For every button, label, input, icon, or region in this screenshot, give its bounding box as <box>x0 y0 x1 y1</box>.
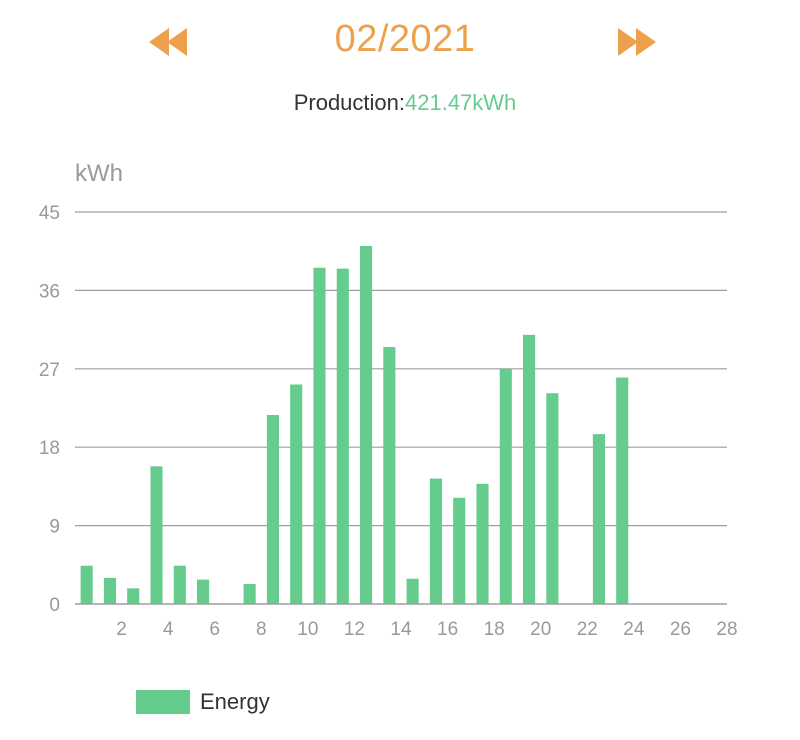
bar-day-16 <box>429 478 442 604</box>
bar-day-11 <box>313 267 326 604</box>
next-month-button[interactable] <box>612 24 664 60</box>
x-tick-label-8: 8 <box>256 619 267 640</box>
x-tick-label-22: 22 <box>577 619 598 640</box>
bar-day-5 <box>173 565 186 604</box>
x-tick-label-10: 10 <box>297 619 318 640</box>
bar-day-1 <box>80 565 93 604</box>
bar-day-2 <box>103 577 116 604</box>
x-tick-label-16: 16 <box>437 619 458 640</box>
bar-day-8 <box>243 583 256 604</box>
y-tick-label-0: 0 <box>49 595 60 616</box>
bar-day-18 <box>476 483 489 604</box>
bar-day-14 <box>383 347 396 604</box>
bar-day-20 <box>523 334 536 604</box>
y-tick-label-45: 45 <box>39 203 60 224</box>
bar-day-21 <box>546 393 559 604</box>
x-tick-label-20: 20 <box>530 619 551 640</box>
rewind-icon <box>149 28 187 56</box>
bar-day-19 <box>499 368 512 604</box>
y-axis-unit: kWh <box>75 160 123 187</box>
x-tick-label-4: 4 <box>163 619 174 640</box>
production-summary: Production:421.47kWh <box>150 90 660 116</box>
x-tick-label-28: 28 <box>716 619 737 640</box>
legend-swatch-energy <box>136 690 190 714</box>
y-tick-label-9: 9 <box>49 517 60 538</box>
legend-label-energy: Energy <box>200 689 270 714</box>
bar-day-12 <box>336 268 349 604</box>
y-tick-label-18: 18 <box>39 438 60 459</box>
y-tick-label-27: 27 <box>39 360 60 381</box>
bar-day-23 <box>592 434 605 604</box>
bar-day-10 <box>290 384 303 604</box>
bar-day-4 <box>150 466 163 604</box>
chart-legend: Energy <box>136 688 270 716</box>
bar-day-24 <box>616 377 629 604</box>
x-tick-label-6: 6 <box>209 619 220 640</box>
bar-day-3 <box>127 588 140 604</box>
x-tick-label-12: 12 <box>344 619 365 640</box>
y-tick-label-36: 36 <box>39 281 60 302</box>
bar-day-15 <box>406 578 419 604</box>
prev-month-button[interactable] <box>145 24 197 60</box>
bar-day-17 <box>453 497 466 604</box>
bar-day-13 <box>360 245 373 604</box>
period-title: 02/2021 <box>334 18 476 60</box>
fast-forward-icon <box>618 28 656 56</box>
bar-day-9 <box>266 414 279 604</box>
production-label: Production: <box>293 90 405 115</box>
x-tick-label-2: 2 <box>116 619 127 640</box>
production-value: 421.47kWh <box>405 90 517 115</box>
x-tick-label-18: 18 <box>484 619 505 640</box>
x-tick-label-14: 14 <box>390 619 412 640</box>
bar-day-6 <box>197 579 210 604</box>
x-tick-label-24: 24 <box>623 619 645 640</box>
x-tick-label-26: 26 <box>670 619 691 640</box>
